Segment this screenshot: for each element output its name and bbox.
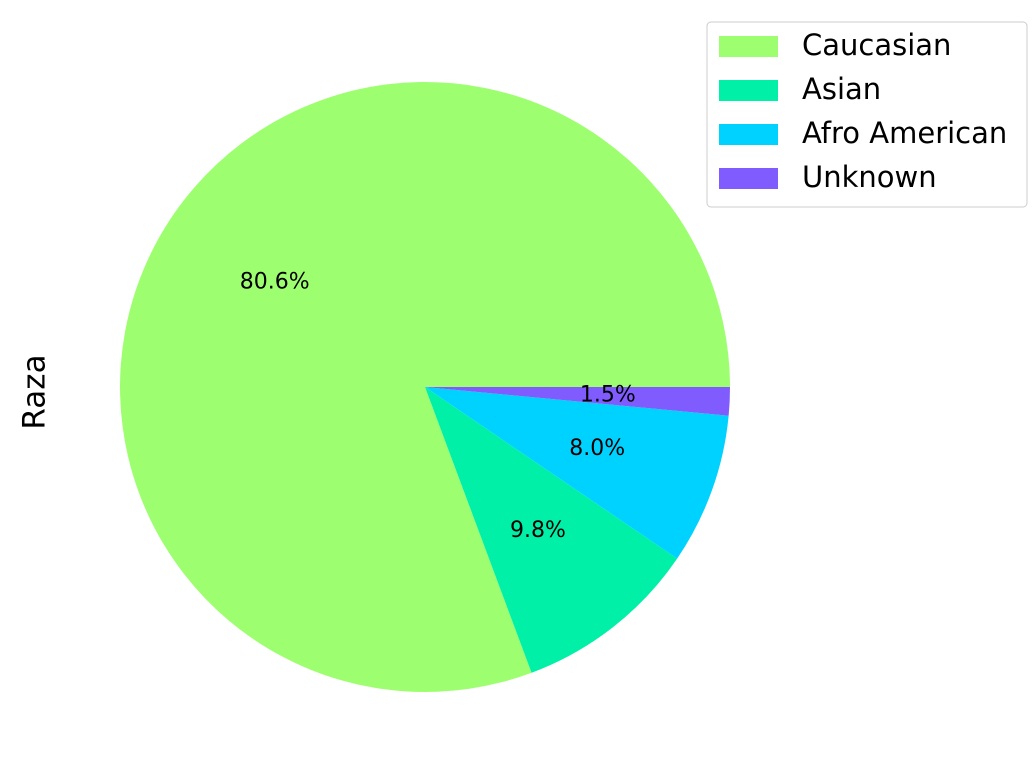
legend-swatch-asian — [719, 80, 778, 101]
pie-slice-asian — [425, 387, 678, 673]
pie-slices — [119, 82, 730, 693]
pie-slice-unknown — [425, 387, 730, 416]
pie-label-caucasian: 80.6% — [240, 270, 310, 295]
legend-swatch-caucasian — [719, 36, 778, 57]
legend: Caucasian Asian Afro American Unknown — [706, 21, 1028, 208]
percentage-labels: 80.6% 9.8% 8.0% 1.5% — [240, 270, 636, 543]
pie-label-unknown: 1.5% — [580, 383, 636, 408]
legend-frame — [706, 21, 1028, 208]
pie-label-afro-american: 8.0% — [569, 436, 625, 461]
legend-swatch-unknown — [719, 168, 778, 189]
legend-label-asian: Asian — [802, 72, 881, 106]
y-axis-label: Raza — [17, 354, 53, 429]
pie-slice-caucasian — [119, 82, 730, 693]
legend-label-unknown: Unknown — [802, 160, 937, 194]
legend-label-afro-american: Afro American — [802, 116, 1007, 150]
pie-label-asian: 9.8% — [510, 518, 566, 543]
legend-swatch-afro-american — [719, 124, 778, 145]
legend-items: Caucasian Asian Afro American Unknown — [719, 28, 1007, 194]
legend-label-caucasian: Caucasian — [802, 28, 951, 62]
pie-slice-afro-american — [425, 387, 729, 559]
